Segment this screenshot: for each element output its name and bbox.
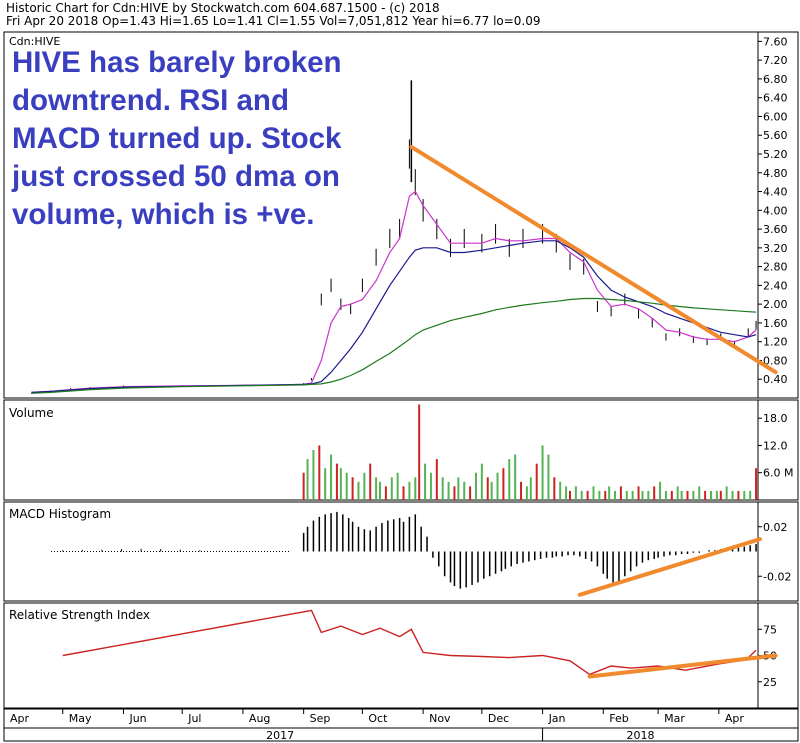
macd-panel-title: MACD Histogram [9,507,111,521]
price-tick-label: 6.80 [763,73,788,86]
month-label: Jun [128,712,146,725]
price-frame [3,31,799,399]
series-line-ma-long [31,297,757,394]
month-label: Nov [429,712,451,725]
x-axis: Apr May Jun Jul Aug Sep Oct Nov Dec Jan Feb Mar Apr 2… [3,709,745,742]
month-label: Apr [725,712,745,725]
series-line-ma-mid [31,240,757,393]
price-tick-label: 6.00 [763,110,788,123]
rsi-tick-label: 25 [763,676,777,689]
volume-panel: Volume 18.0 12.0 6.0 M [9,404,793,500]
price-tick-label: 7.20 [763,54,788,67]
trendlines [409,144,778,679]
volume-tick-label: 18.0 [763,412,788,425]
price-tick-label: 2.00 [763,298,788,311]
chart-header-line-2: Fri Apr 20 2018 Op=1.43 Hi=1.65 Lo=1.41 … [6,14,541,28]
annotation-text: HIVE has barely broken downtrend. RSI an… [12,46,342,231]
price-tick-label: 5.20 [763,148,788,161]
price-tick-label: 0.80 [763,354,788,367]
price-tick-label: 3.60 [763,223,788,236]
price-tick-label: 2.80 [763,261,788,274]
chart-header-line-1: Historic Chart for Cdn:HIVE by Stockwatc… [6,1,440,15]
price-tick-label: 3.20 [763,242,788,255]
year-label: 2018 [626,729,654,742]
month-label: May [69,712,92,725]
macd-tick-label: 0.02 [763,521,788,534]
rsi-uptrend-line [587,653,778,679]
price-tick-label: 7.60 [763,35,788,48]
month-label: Jul [187,712,201,725]
rsi-panel: Relative Strength Index755025 [9,608,777,689]
price-tick-label: 1.60 [763,317,788,330]
volume-tick-label: 12.0 [763,439,788,452]
price-tick-label: 0.40 [763,373,788,386]
month-label: Jan [548,712,566,725]
price-panel-label: Cdn:HIVE [9,35,60,48]
price-tick-label: 4.80 [763,167,788,180]
month-label: Dec [488,712,509,725]
volume-panel-title: Volume [9,406,54,420]
price-panel: 7.60 7.20 6.80 6.40 6.00 5.60 5.20 4.80 4.40 4.00… [9,35,788,394]
volume-frame [3,399,799,501]
price-tick-label: 6.40 [763,92,788,105]
month-label: Sep [310,712,331,725]
month-label: Mar [664,712,685,725]
rsi-frame [3,602,799,709]
macd-histogram-panel: MACD Histogram 0.02 -0.02 [9,507,791,589]
macd-tick-label: -0.02 [763,570,791,583]
x-axis-frame [3,708,799,742]
macd-frame [3,501,799,602]
price-downtrend-line [409,144,778,375]
price-tick-label: 4.40 [763,186,788,199]
price-tick-label: 2.40 [763,279,788,292]
price-tick-label: 5.60 [763,129,788,142]
month-label: Aug [249,712,270,725]
year-label: 2017 [266,729,294,742]
rsi-line [62,609,757,676]
rsi-panel-title: Relative Strength Index [9,608,150,622]
price-tick-label: 4.00 [763,204,788,217]
month-label: Apr [10,712,30,725]
price-tick-label: 1.20 [763,336,788,349]
volume-tick-label: 6.0 M [763,467,793,480]
month-label: Feb [609,712,628,725]
month-label: Oct [368,712,388,725]
macd-uptrend-line [577,537,762,597]
rsi-tick-label: 75 [763,623,777,636]
